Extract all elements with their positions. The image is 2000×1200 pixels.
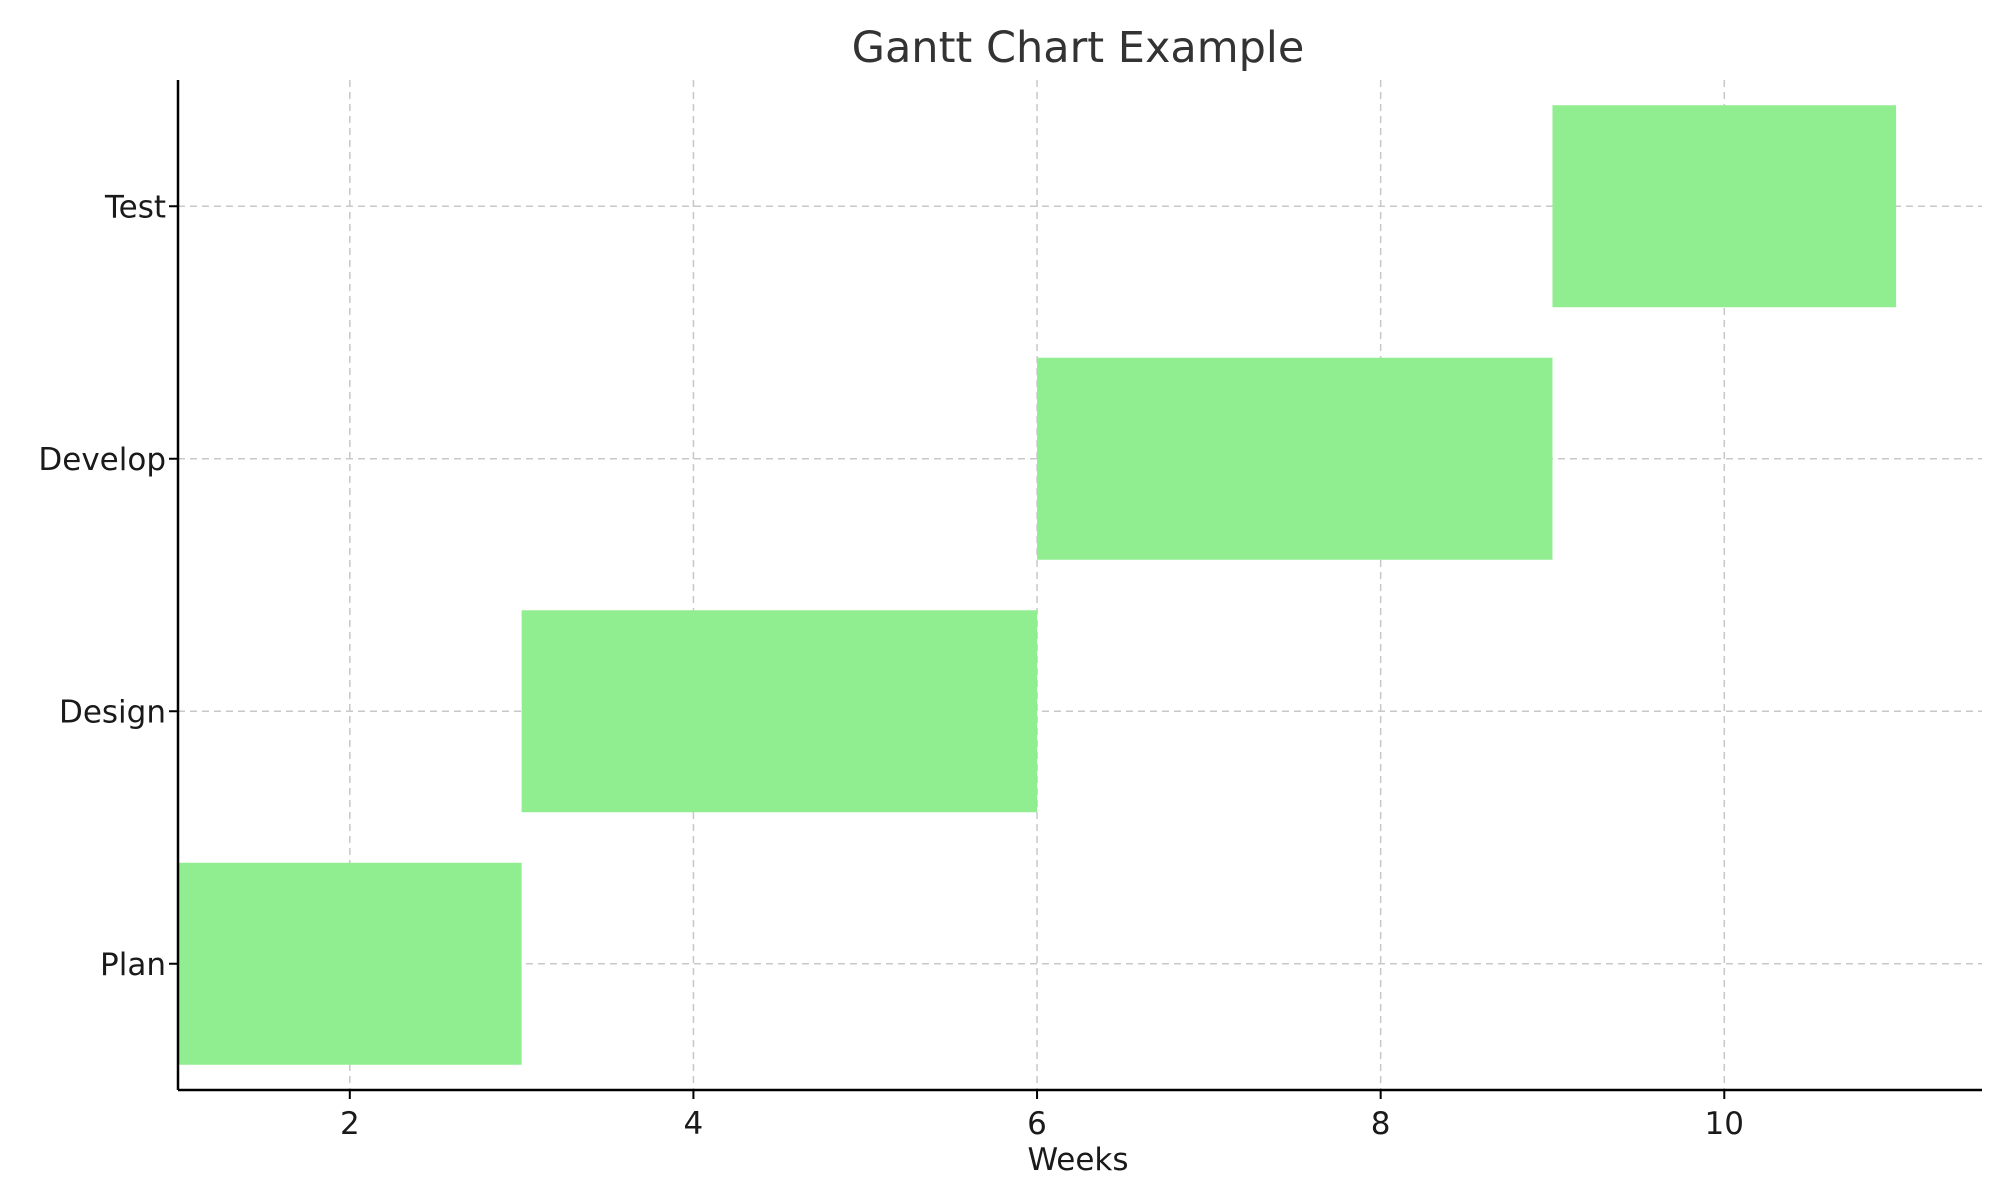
x-axis-ticks: 2 4 6 8 10 [340,1090,1744,1142]
x-tick-label-6: 6 [1027,1106,1047,1142]
y-tick-label-develop: Develop [38,442,166,478]
bar-develop [1037,357,1553,560]
x-axis-label: Weeks [1027,1142,1128,1178]
bar-test [1552,105,1897,308]
y-axis-ticks: Plan Design Develop Test [38,189,178,983]
y-tick-label-design: Design [59,694,166,730]
axes [176,80,1982,1092]
y-tick-label-plan: Plan [100,947,166,983]
x-tick-label-4: 4 [684,1106,704,1142]
x-tick-label-10: 10 [1705,1106,1744,1142]
x-tick-label-8: 8 [1371,1106,1391,1142]
bar-design [521,610,1038,813]
chart-title: Gantt Chart Example [852,23,1305,73]
x-tick-label-2: 2 [340,1106,360,1142]
task-bars [178,105,1897,1065]
bar-plan [178,862,522,1065]
y-tick-label-test: Test [104,189,166,225]
